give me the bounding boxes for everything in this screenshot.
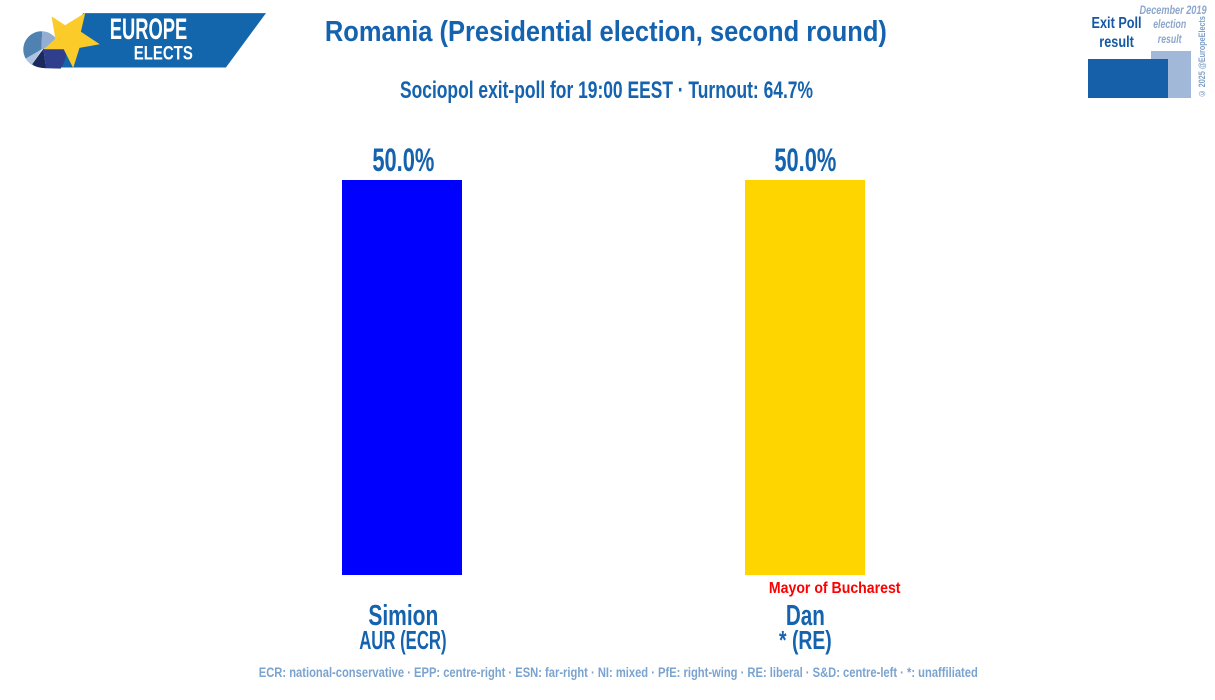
svg-text:EUROPE: EUROPE xyxy=(110,13,188,46)
svg-text:ELECTS: ELECTS xyxy=(134,44,193,65)
